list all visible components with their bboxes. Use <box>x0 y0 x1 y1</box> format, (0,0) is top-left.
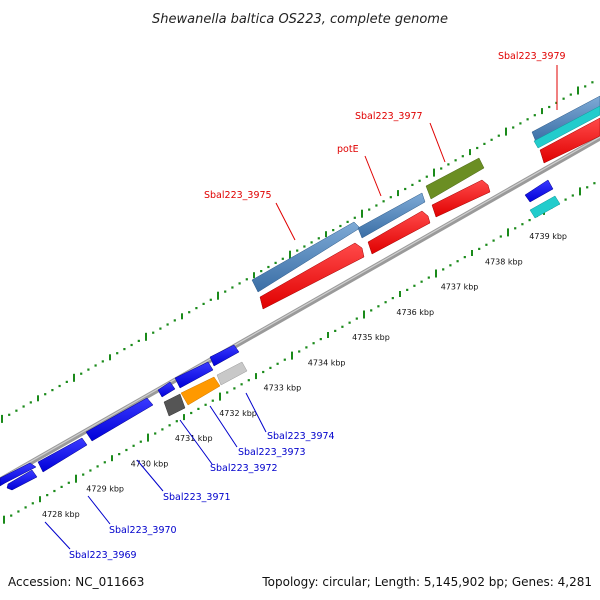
gene-pote[interactable] <box>357 192 426 239</box>
gene-sbal223-3975-rna[interactable] <box>259 242 365 310</box>
feature-track-bottom <box>0 179 561 491</box>
gene-sbal223-3979[interactable] <box>531 95 600 143</box>
label-leaders <box>44 65 558 550</box>
gene-sbal223-3972b[interactable] <box>174 361 214 389</box>
label-sbal223-3974: Sbal223_3974 <box>267 431 335 442</box>
gene-sbal223-3974-gray[interactable] <box>216 361 248 386</box>
gene-sbal223-3971[interactable] <box>85 397 154 442</box>
gene-sbal223-3970[interactable] <box>37 437 88 473</box>
gene-sbal223-3977-rna[interactable] <box>431 179 491 218</box>
genome-backbone <box>0 135 600 483</box>
label-pote: potE <box>337 144 359 155</box>
kbp-label: 4733 kbp <box>264 384 302 393</box>
kbp-label: 4739 kbp <box>529 232 567 241</box>
gene-pote-rna[interactable] <box>367 210 431 255</box>
gene-sbal223-3969b[interactable] <box>6 469 38 491</box>
label-sbal223-3972: Sbal223_3972 <box>210 463 278 474</box>
tick-track-lower <box>3 182 596 524</box>
gene-sbal223-3973-orange[interactable] <box>180 376 221 406</box>
gene-sbal223-3977[interactable] <box>425 157 485 200</box>
summary-text: Topology: circular; Length: 5,145,902 bp… <box>261 575 592 589</box>
kbp-label: 4735 kbp <box>352 333 390 342</box>
gene-sbal223-3973[interactable] <box>209 344 240 367</box>
accession-text: Accession: NC_011663 <box>8 575 144 589</box>
label-sbal223-3977: Sbal223_3977 <box>355 111 423 122</box>
gene-sbal223-3969[interactable] <box>0 462 37 487</box>
label-sbal223-3971: Sbal223_3971 <box>163 492 231 503</box>
kbp-label: 4737 kbp <box>441 283 479 292</box>
label-sbal223-3969: Sbal223_3969 <box>69 550 137 561</box>
kbp-label: 4736 kbp <box>396 308 434 317</box>
map-title: Shewanella baltica OS223, complete genom… <box>152 12 448 27</box>
kbp-label: 4730 kbp <box>131 460 169 469</box>
label-sbal223-3973: Sbal223_3973 <box>238 447 306 458</box>
kbp-label: 4734 kbp <box>308 359 346 368</box>
gene-sbal223-3979-cyan[interactable] <box>533 105 600 149</box>
kbp-label: 4738 kbp <box>485 258 523 267</box>
gene-sbal223-3979-rna[interactable] <box>539 117 600 164</box>
gene-sbal223-3972[interactable] <box>157 381 176 398</box>
label-sbal223-3979: Sbal223_3979 <box>498 51 566 62</box>
gene-cyan-4739[interactable] <box>529 195 561 219</box>
gene-sbal223-3972-gray[interactable] <box>163 393 186 417</box>
gene-blue-4739[interactable] <box>524 179 554 203</box>
label-sbal223-3975: Sbal223_3975 <box>204 190 272 201</box>
feature-track-top <box>251 95 600 310</box>
label-sbal223-3970: Sbal223_3970 <box>109 525 177 536</box>
kbp-label: 4728 kbp <box>42 510 80 519</box>
kbp-label: 4732 kbp <box>219 409 257 418</box>
kbp-label: 4729 kbp <box>86 485 124 494</box>
tick-track-upper <box>1 81 594 423</box>
